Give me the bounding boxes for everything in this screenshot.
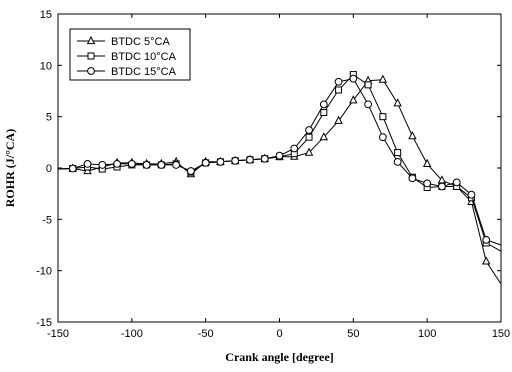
legend-item: BTDC 10°CA	[77, 51, 177, 63]
data-point-circle	[349, 74, 358, 83]
data-point-triangle	[304, 147, 314, 156]
x-tick-label: 50	[347, 328, 359, 340]
x-tick-label: -150	[47, 328, 69, 340]
legend-item: BTDC 5°CA	[77, 35, 170, 48]
data-point-triangle	[334, 115, 343, 124]
legend-label: BTDC 10°CA	[111, 51, 177, 63]
data-point-circle	[142, 161, 151, 169]
y-tick-labels: -15 -10 -5 0 5 10 15	[36, 9, 52, 329]
x-tick-label: 0	[276, 328, 282, 340]
data-point-triangle	[86, 35, 96, 45]
x-tick-label: 100	[418, 328, 436, 340]
data-point-circle	[290, 144, 299, 153]
legend-label: BTDC 5°CA	[111, 36, 170, 48]
series-line	[57, 78, 502, 246]
x-tick-label: 150	[492, 328, 510, 340]
x-tick-label: -100	[121, 328, 143, 340]
data-point-square	[87, 52, 95, 60]
y-axis-title: ROHR (J/°CA)	[3, 129, 17, 207]
data-point-circle	[275, 151, 284, 160]
legend-item: BTDC 15°CA	[77, 66, 177, 78]
data-point-circle	[201, 158, 210, 167]
data-point-circle	[438, 182, 446, 191]
data-point-circle	[187, 167, 195, 175]
data-point-circle	[364, 100, 373, 109]
series-circle	[57, 74, 502, 246]
data-point-triangle	[482, 256, 491, 265]
data-point-circle	[423, 179, 432, 188]
y-tick-label: -15	[36, 317, 52, 329]
data-point-circle	[113, 159, 121, 168]
data-point-circle	[216, 157, 225, 166]
data-point-square	[335, 86, 343, 94]
legend-items: BTDC 5°CA BTDC 10°CA BTDC 15°CA	[77, 35, 177, 78]
series-layer	[57, 71, 502, 285]
data-point-circle	[231, 156, 240, 165]
legend-label: BTDC 15°CA	[111, 66, 177, 78]
data-point-triangle	[319, 132, 329, 141]
data-point-triangle	[349, 95, 358, 104]
y-tick-label: 10	[40, 60, 52, 72]
data-point-circle	[452, 178, 461, 187]
data-point-circle	[157, 161, 166, 169]
data-point-circle	[260, 154, 269, 163]
data-point-circle	[408, 174, 417, 183]
series-square	[57, 71, 502, 252]
y-tick-label: -5	[42, 214, 52, 226]
data-point-circle	[319, 100, 328, 109]
y-tick-label: 15	[40, 9, 52, 21]
data-point-square	[320, 109, 328, 117]
data-point-square	[305, 133, 313, 141]
y-tick-label: 5	[46, 112, 52, 124]
x-axis-title: Crank angle [degree]	[225, 350, 333, 364]
data-point-circle	[334, 77, 343, 86]
data-point-circle	[98, 161, 107, 169]
data-point-circle	[305, 126, 313, 134]
y-tick-label: -10	[36, 266, 52, 278]
data-point-triangle	[378, 74, 388, 83]
data-point-triangle	[408, 131, 417, 140]
series-triangle	[57, 74, 502, 285]
data-point-square	[364, 81, 372, 89]
x-tick-labels: -150 -100 -50 0 50 100 150	[47, 328, 510, 340]
axis-ticks	[57, 13, 502, 323]
data-point-circle	[482, 235, 491, 244]
data-point-circle	[87, 67, 95, 75]
data-point-circle	[83, 159, 92, 168]
series-line	[57, 79, 502, 285]
data-point-circle	[68, 164, 77, 173]
y-tick-label: 0	[46, 163, 52, 175]
data-point-circle	[127, 159, 136, 168]
legend: BTDC 5°CA BTDC 10°CA BTDC 15°CA	[69, 28, 191, 81]
data-point-circle	[172, 161, 181, 169]
data-point-circle	[246, 155, 254, 164]
data-point-circle	[378, 133, 387, 142]
data-point-triangle	[422, 158, 432, 167]
data-point-triangle	[393, 98, 402, 107]
data-point-square	[394, 149, 402, 157]
data-point-circle	[393, 157, 402, 166]
data-point-circle	[467, 190, 476, 199]
data-point-square	[379, 113, 387, 121]
x-tick-label: -50	[198, 328, 214, 340]
